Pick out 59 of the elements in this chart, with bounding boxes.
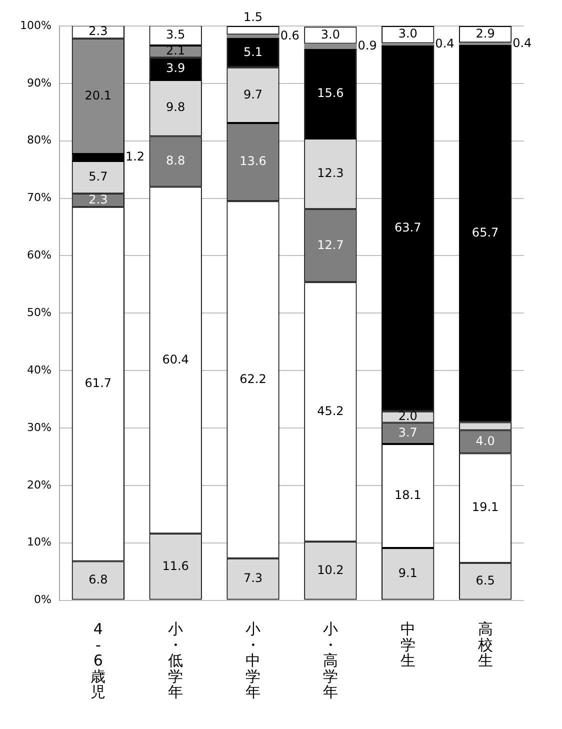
data-label: 3.9 xyxy=(166,60,186,75)
x-tick-label: 4-6歳児 xyxy=(90,620,106,702)
data-label: 6.8 xyxy=(88,572,108,587)
data-label: 12.3 xyxy=(317,166,344,180)
data-label: 0.9 xyxy=(358,38,377,53)
data-label: 65.7 xyxy=(472,226,499,240)
y-tick-label: 70% xyxy=(26,191,52,204)
y-tick-label: 100% xyxy=(20,18,52,32)
x-tick-label: 小・中学年 xyxy=(246,620,261,702)
y-tick-label: 80% xyxy=(26,134,52,147)
data-label: 45.2 xyxy=(317,404,344,418)
data-label: 3.0 xyxy=(320,27,340,42)
data-label: 9.7 xyxy=(243,87,263,102)
x-tick-label: 高校生 xyxy=(476,620,493,670)
bar xyxy=(382,43,434,46)
data-label: 2.3 xyxy=(88,24,108,38)
x-tick-label: 小・高学年 xyxy=(322,620,338,702)
data-label: 4.0 xyxy=(476,434,495,448)
data-label: 20.1 xyxy=(84,88,112,102)
bar xyxy=(304,44,357,49)
data-label: 19.1 xyxy=(472,500,499,514)
data-label: 18.1 xyxy=(394,488,422,502)
data-label: 0.4 xyxy=(512,36,532,50)
data-label: 1.5 xyxy=(243,10,263,24)
data-label: 2.9 xyxy=(476,26,495,40)
data-label: 7.3 xyxy=(243,571,263,586)
data-label: 0.6 xyxy=(280,28,300,42)
y-tick-label: 90% xyxy=(26,76,52,90)
bar xyxy=(226,34,280,38)
data-label: 5.1 xyxy=(243,44,263,59)
data-label: 62.2 xyxy=(240,372,266,386)
data-label: 6.5 xyxy=(476,573,495,588)
data-label: 8.8 xyxy=(166,154,186,168)
data-label: 13.6 xyxy=(240,154,266,168)
data-label: 9.1 xyxy=(398,566,418,580)
y-tick-label: 50% xyxy=(26,306,52,319)
data-label: 2.3 xyxy=(88,192,108,206)
data-label: 9.8 xyxy=(166,100,186,114)
data-label: 11.6 xyxy=(162,558,189,573)
data-label: 15.6 xyxy=(317,86,344,100)
data-label: 3.5 xyxy=(166,28,186,42)
y-tick-label: 60% xyxy=(26,248,52,262)
data-label: 10.2 xyxy=(317,562,344,577)
data-label: 0.4 xyxy=(435,36,454,50)
x-tick-label: 小・低学年 xyxy=(168,620,184,702)
y-tick-label: 0% xyxy=(34,593,52,606)
data-label: 61.7 xyxy=(84,376,112,390)
y-tick-label: 10% xyxy=(26,536,52,549)
data-label: 60.4 xyxy=(162,352,189,366)
data-label: 3.7 xyxy=(398,426,418,440)
y-tick-label: 20% xyxy=(26,478,52,492)
data-label: 1.2 xyxy=(125,150,145,164)
y-tick-label: 30% xyxy=(26,420,52,434)
data-label: 3.0 xyxy=(398,26,418,41)
x-tick-label: 中学生 xyxy=(400,620,416,670)
data-label: 5.7 xyxy=(88,169,108,184)
data-label: 12.7 xyxy=(317,238,344,252)
data-label: 63.7 xyxy=(394,220,422,235)
y-tick-label: 40% xyxy=(26,363,52,376)
